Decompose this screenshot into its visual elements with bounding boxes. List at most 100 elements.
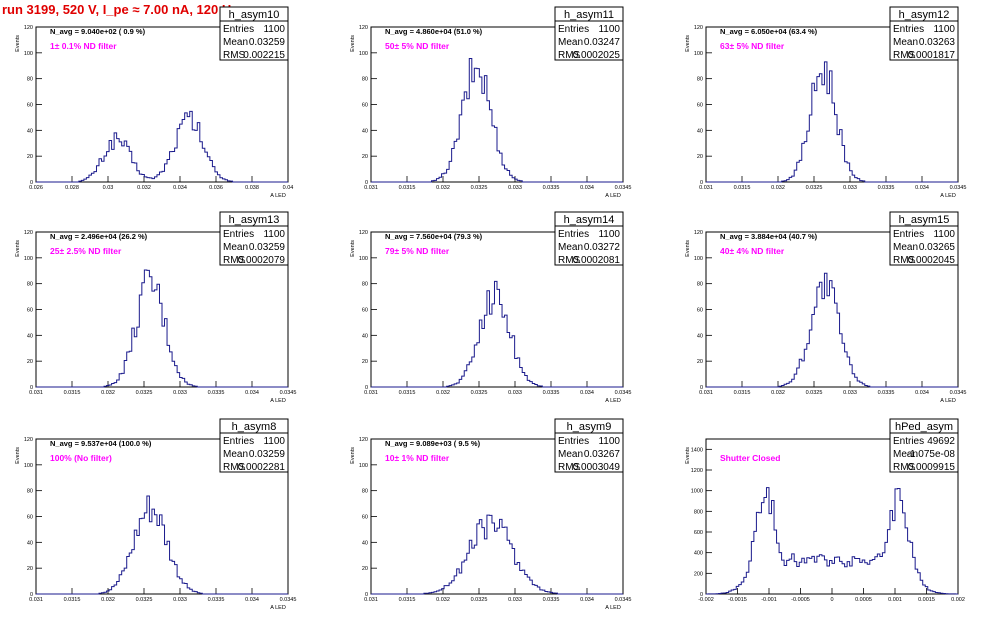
stats-mean-label: Mean [558, 449, 583, 460]
histogram-panel-h_asym14: 0 20 40 60 80 100 120 0.031 0.0315 0.032 0.0325 0.0… [350, 211, 631, 404]
x-tick-label: 0.033 [508, 597, 522, 603]
y-tick-label: 120 [359, 437, 368, 443]
stats-entries-label: Entries [893, 436, 924, 447]
navg-annotation: N_avg = 3.884e+04 (40.7 %) [720, 232, 818, 241]
x-tick-label: 0.001 [888, 597, 902, 603]
run-header: run 3199, 520 V, I_pe ≈ 7.00 nA, 120 Hz [2, 2, 238, 17]
x-tick-label: 0.0325 [136, 390, 153, 396]
y-tick-label: 80 [697, 77, 703, 83]
navg-annotation: N_avg = 4.860e+04 (51.0 %) [385, 27, 483, 36]
y-tick-label: 40 [362, 128, 368, 134]
stats-mean-value: 0.03272 [584, 242, 621, 253]
y-tick-label: 40 [27, 540, 33, 546]
y-tick-label: 120 [359, 25, 368, 31]
y-tick-label: 100 [359, 51, 368, 57]
x-tick-label: 0.0325 [471, 597, 488, 603]
stats-rms-label: RMS [223, 50, 246, 61]
histogram-line [706, 487, 958, 595]
x-tick-label: 0.0315 [399, 390, 416, 396]
y-tick-label: 20 [27, 359, 33, 365]
y-tick-label: 400 [694, 551, 703, 557]
x-tick-label: 0.033 [173, 597, 187, 603]
navg-annotation: N_avg = 9.537e+04 (100.0 %) [50, 439, 152, 448]
y-tick-label: 100 [694, 51, 703, 57]
x-tick-label: 0.028 [65, 185, 79, 191]
y-tick-label: 80 [697, 282, 703, 288]
y-tick-label: 60 [27, 103, 33, 109]
y-tick-label: 80 [27, 489, 33, 495]
x-tick-label: 0.038 [245, 185, 259, 191]
x-tick-label: 0.0325 [471, 390, 488, 396]
stats-rms-label: RMS [558, 462, 581, 473]
navg-annotation: N_avg = 6.050e+04 (63.4 %) [720, 27, 818, 36]
x-tick-label: -0.0005 [791, 597, 810, 603]
stats-entries-value: 1100 [598, 24, 620, 35]
stats-entries-label: Entries [558, 229, 589, 240]
navg-annotation: N_avg = 9.040e+02 ( 0.9 %) [50, 27, 146, 36]
x-tick-label: -0.001 [761, 597, 777, 603]
stats-mean-label: Mean [893, 449, 918, 460]
stats-box [219, 6, 289, 61]
navg-annotation: N_avg = 9.089e+03 ( 9.5 %) [385, 439, 481, 448]
y-tick-label: 80 [362, 489, 368, 495]
y-tick-label: 0 [30, 592, 33, 598]
histogram-panel-h_asym8: 0 20 40 60 80 100 120 0.031 0.0315 0.032 0.0325 0.0… [15, 418, 296, 611]
x-tick-label: 0.031 [699, 185, 713, 191]
navg-annotation: N_avg = 7.560e+04 (79.3 %) [385, 232, 483, 241]
y-tick-label: 120 [694, 230, 703, 236]
histogram-line [36, 269, 288, 388]
y-axis-title: Events [350, 447, 356, 464]
stats-mean-label: Mean [558, 242, 583, 253]
x-tick-label: 0.0315 [399, 597, 416, 603]
x-tick-label: 0.034 [173, 185, 187, 191]
x-tick-label: 0.0345 [280, 390, 297, 396]
y-tick-label: 60 [697, 103, 703, 109]
x-axis-title: A LED [940, 193, 956, 199]
stats-entries-value: 1100 [933, 229, 955, 240]
x-tick-label: 0.033 [843, 185, 857, 191]
stats-mean-value: 0.03259 [249, 449, 286, 460]
histogram-name: hPed_asym [895, 421, 953, 433]
y-tick-label: 20 [27, 154, 33, 160]
stats-entries-value: 49692 [927, 436, 955, 447]
histogram-line [371, 280, 623, 388]
x-tick-label: 0 [830, 597, 833, 603]
y-tick-label: 100 [359, 256, 368, 262]
stats-mean-value: 0.03267 [584, 449, 621, 460]
x-tick-label: 0.034 [245, 390, 259, 396]
stats-mean-value: 0.03259 [249, 37, 286, 48]
histogram-line [706, 272, 958, 388]
x-tick-label: 0.0335 [878, 390, 895, 396]
x-tick-label: 0.031 [364, 185, 378, 191]
y-tick-label: 0 [365, 592, 368, 598]
stats-rms-value: 0.0003049 [573, 462, 621, 473]
x-tick-label: 0.0335 [543, 185, 560, 191]
y-axis-title: Events [15, 447, 21, 464]
x-tick-label: 0.032 [101, 597, 115, 603]
x-tick-label: 0.032 [771, 390, 785, 396]
x-tick-label: 0.033 [508, 185, 522, 191]
y-tick-label: 100 [24, 463, 33, 469]
x-tick-label: 0.0345 [615, 597, 632, 603]
histogram-line [371, 57, 623, 183]
histogram-panel-hPed_asym: 0 200 400 600 800 1000 1200 1400 -0.002 -0.0015 -0… [685, 418, 965, 603]
x-axis-title: A LED [270, 605, 286, 611]
y-tick-label: 100 [359, 463, 368, 469]
x-tick-label: 0.0345 [615, 185, 632, 191]
stats-entries-value: 1100 [263, 24, 285, 35]
y-tick-label: 40 [697, 128, 703, 134]
histogram-panel-h_asym12: 0 20 40 60 80 100 120 0.031 0.0315 0.032 0.0325 0.0… [685, 6, 966, 199]
x-tick-label: 0.034 [915, 185, 929, 191]
x-axis-title: A LED [605, 193, 621, 199]
stats-box [889, 6, 959, 61]
x-tick-label: 0.034 [580, 597, 594, 603]
histogram-name: h_asym12 [899, 9, 950, 21]
y-tick-label: 0 [700, 385, 703, 391]
stats-entries-value: 1100 [263, 436, 285, 447]
stats-box [219, 211, 289, 266]
histogram-name: h_asym15 [899, 214, 950, 226]
y-tick-label: 20 [27, 566, 33, 572]
stats-entries-label: Entries [223, 24, 254, 35]
stats-entries-label: Entries [223, 436, 254, 447]
x-tick-label: 0.033 [508, 390, 522, 396]
